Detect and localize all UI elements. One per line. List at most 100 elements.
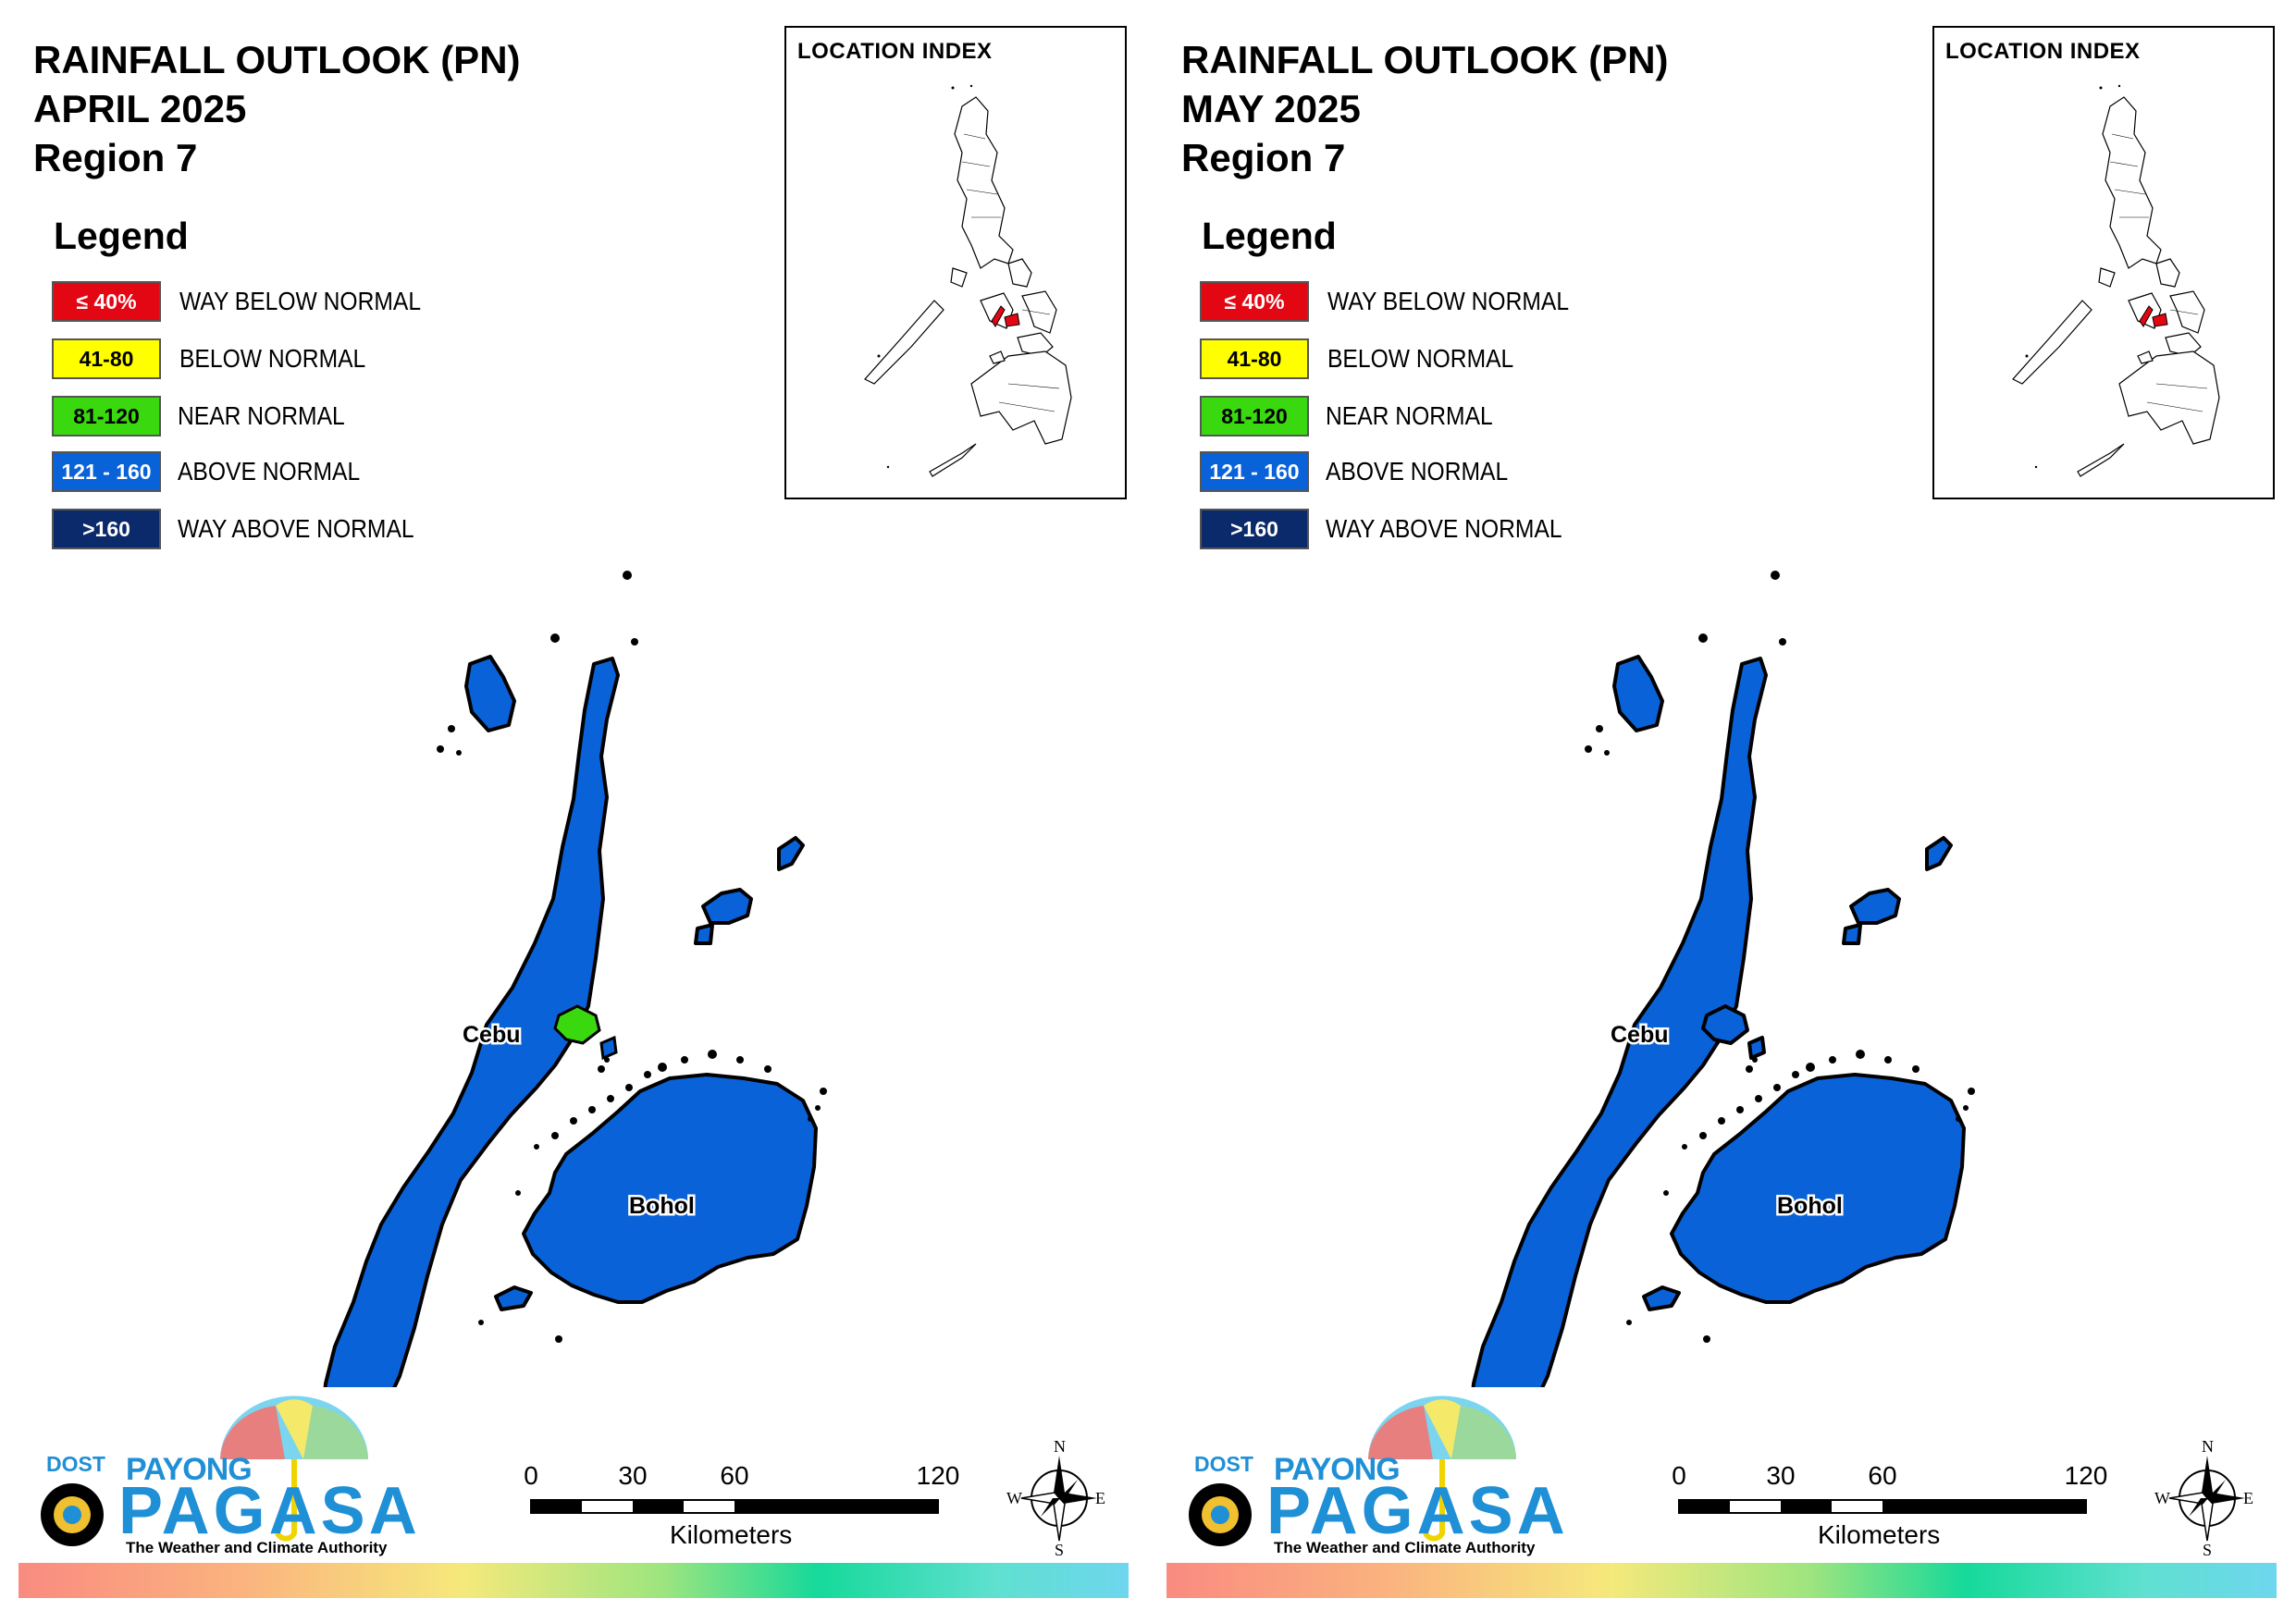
- camotes-island-2: [1925, 836, 1953, 871]
- scale-tick: 30: [1766, 1461, 1796, 1490]
- scale-bar-graphic: [530, 1499, 939, 1514]
- label-cebu: Cebu: [1611, 1022, 1669, 1048]
- title-line-1: RAINFALL OUTLOOK (PN): [33, 38, 521, 81]
- title-line-3: Region 7: [1181, 136, 1346, 179]
- legend-swatch: 121 - 160: [1200, 451, 1309, 492]
- legend-title: Legend: [54, 215, 189, 257]
- outlook-panel-may: RAINFALL OUTLOOK (PN) MAY 2025 Region 7 …: [1148, 0, 2296, 1623]
- logo-payong: PAYONG: [126, 1452, 253, 1487]
- near-normal-area-cebu: [553, 1004, 601, 1045]
- color-strip: [19, 1563, 1129, 1598]
- siquijor-ish: [1642, 1285, 1681, 1311]
- legend-swatch: 121 - 160: [52, 451, 161, 492]
- legend-label: NEAR NORMAL: [1326, 401, 1493, 430]
- bantayan-island: [464, 655, 516, 732]
- camotes-island-3: [694, 923, 714, 945]
- pagasa-logo: DOST PAYONG PAGASA The Weather and Clima…: [1183, 1395, 1565, 1561]
- label-bohol: Bohol: [629, 1193, 695, 1219]
- compass-n: N: [2202, 1437, 2214, 1456]
- philippines-locator-map: [2012, 84, 2220, 477]
- compass-w: W: [1006, 1489, 1022, 1507]
- umbrella-icon: [41, 1396, 368, 1546]
- umbrella-icon: [1189, 1396, 1516, 1546]
- legend-swatch: 41-80: [52, 338, 161, 379]
- camotes-island-1: [701, 888, 753, 925]
- scale-tick: 60: [1868, 1461, 1897, 1490]
- region-7-map: Cebu Bohol: [323, 571, 827, 1387]
- compass-e: E: [1095, 1489, 1105, 1507]
- legend-label: BELOW NORMAL: [179, 344, 366, 373]
- legend-label: WAY ABOVE NORMAL: [178, 514, 414, 543]
- logo-dost: DOST: [1194, 1452, 1253, 1476]
- pagasa-logo: DOST PAYONG PAGASA The Weather and Clima…: [35, 1395, 417, 1561]
- legend-label: ABOVE NORMAL: [1326, 457, 1509, 486]
- compass-s: S: [1055, 1541, 1065, 1559]
- outlook-panel-april: RAINFALL OUTLOOK (PN) APRIL 2025 Region …: [19, 26, 1129, 1598]
- label-cebu: Cebu: [463, 1022, 521, 1048]
- compass-s: S: [2203, 1541, 2213, 1559]
- cebu-island: [1471, 657, 1768, 1387]
- north-arrow: N S E W: [2154, 1437, 2258, 1559]
- legend-label: WAY BELOW NORMAL: [1327, 287, 1570, 315]
- legend-label: WAY ABOVE NORMAL: [1326, 514, 1562, 543]
- logo-tagline: The Weather and Climate Authority: [1274, 1539, 1536, 1556]
- logo-tagline: The Weather and Climate Authority: [126, 1539, 388, 1556]
- logo-payong: PAYONG: [1274, 1452, 1401, 1487]
- logo-pagasa: PAGASA: [118, 1474, 421, 1548]
- legend-label: ABOVE NORMAL: [178, 457, 361, 486]
- bohol-island: [522, 1073, 818, 1304]
- mactan-area: [1701, 1004, 1749, 1045]
- legend-label: WAY BELOW NORMAL: [179, 287, 422, 315]
- legend-swatch: ≤ 40%: [52, 281, 161, 322]
- title-line-2: APRIL 2025: [33, 87, 247, 130]
- legend-title: Legend: [1202, 215, 1337, 257]
- scale-unit: Kilometers: [1818, 1520, 1941, 1549]
- location-index-title: LOCATION INDEX: [1945, 39, 2141, 64]
- philippines-locator-map: [864, 84, 1072, 477]
- scale-tick: 0: [1672, 1461, 1686, 1490]
- color-strip: [1167, 1563, 2277, 1598]
- legend-swatch: 41-80: [1200, 338, 1309, 379]
- title-line-2: MAY 2025: [1181, 87, 1361, 130]
- compass-w: W: [2154, 1489, 2170, 1507]
- legend-label: BELOW NORMAL: [1327, 344, 1514, 373]
- camotes-island-1: [1849, 888, 1901, 925]
- scale-bar-graphic: [1678, 1499, 2087, 1514]
- camotes-island-2: [777, 836, 805, 871]
- legend-label: NEAR NORMAL: [178, 401, 345, 430]
- legend-swatch: >160: [1200, 509, 1309, 549]
- scale-tick: 30: [618, 1461, 648, 1490]
- scale-tick: 0: [524, 1461, 538, 1490]
- compass-icon: [2168, 1456, 2245, 1542]
- logo-dost: DOST: [46, 1452, 105, 1476]
- title-line-1: RAINFALL OUTLOOK (PN): [1181, 38, 1669, 81]
- camotes-island-3: [1842, 923, 1862, 945]
- scale-tick: 120: [2064, 1461, 2108, 1490]
- siquijor-ish: [494, 1285, 533, 1311]
- north-arrow: N S E W: [1006, 1437, 1110, 1559]
- map-title: RAINFALL OUTLOOK (PN) MAY 2025 Region 7: [1181, 35, 1669, 182]
- bohol-island: [1670, 1073, 1966, 1304]
- logo-pagasa: PAGASA: [1266, 1474, 1569, 1548]
- legend-swatch: >160: [52, 509, 161, 549]
- location-index: LOCATION INDEX: [1932, 26, 2275, 499]
- scale-bar: 0 30 60 120 Kilometers: [518, 1461, 962, 1563]
- scale-tick: 120: [916, 1461, 960, 1490]
- legend-swatch: 81-120: [1200, 396, 1309, 436]
- scale-bar: 0 30 60 120 Kilometers: [1666, 1461, 2110, 1563]
- compass-icon: [1020, 1456, 1097, 1542]
- label-bohol: Bohol: [1777, 1193, 1843, 1219]
- location-index-title: LOCATION INDEX: [797, 39, 993, 64]
- compass-e: E: [2243, 1489, 2253, 1507]
- bantayan-island: [1612, 655, 1664, 732]
- cebu-island: [323, 657, 620, 1387]
- legend-swatch: ≤ 40%: [1200, 281, 1309, 322]
- map-title: RAINFALL OUTLOOK (PN) APRIL 2025 Region …: [33, 35, 521, 182]
- legend-swatch: 81-120: [52, 396, 161, 436]
- region-7-map: Cebu Bohol: [1471, 571, 1975, 1387]
- location-index: LOCATION INDEX: [784, 26, 1127, 499]
- scale-unit: Kilometers: [670, 1520, 793, 1549]
- scale-tick: 60: [720, 1461, 749, 1490]
- compass-n: N: [1054, 1437, 1066, 1456]
- title-line-3: Region 7: [33, 136, 198, 179]
